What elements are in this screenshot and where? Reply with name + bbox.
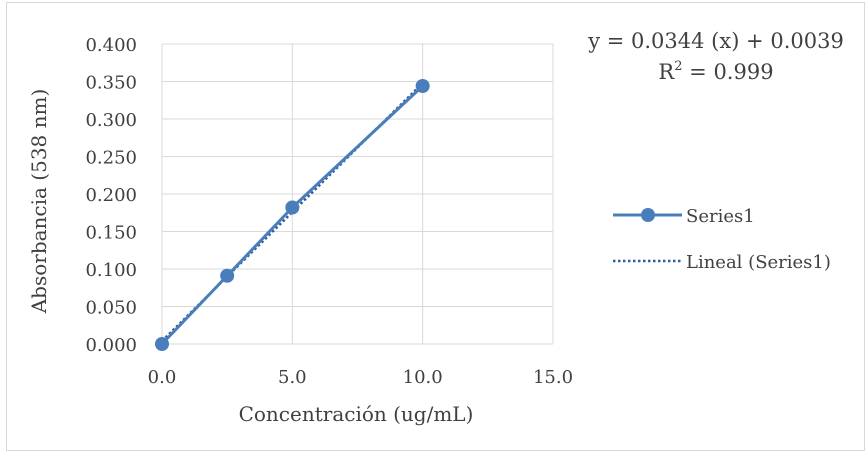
y-tick-label: 0.400 xyxy=(85,35,137,56)
legend-item-series1: Series1 xyxy=(613,206,755,227)
series-layer xyxy=(155,79,430,351)
r2-value: = 0.999 xyxy=(683,60,774,84)
trend-r-squared: R2 = 0.999 xyxy=(658,59,773,84)
legend-trendline-label: Lineal (Series1) xyxy=(686,252,831,273)
ticks-layer: 0.000 0.050 0.100 0.150 0.200 0.250 0.300 0.350… xyxy=(85,35,573,388)
series-line xyxy=(160,84,424,346)
data-point xyxy=(220,268,235,283)
x-tick-label: 10.0 xyxy=(403,367,443,388)
y-tick-label: 0.100 xyxy=(85,260,137,281)
data-point xyxy=(415,79,430,93)
y-tick-label: 0.350 xyxy=(85,73,137,94)
y-tick-label: 0.150 xyxy=(85,223,137,244)
chart-border xyxy=(6,2,865,451)
x-tick-label: 5.0 xyxy=(278,367,307,388)
y-axis-title: Absorbancia (538 nm) xyxy=(27,89,51,315)
y-tick-label: 0.000 xyxy=(85,335,137,356)
x-tick-label: 15.0 xyxy=(533,367,573,388)
legend: Series1 Lineal (Series1) xyxy=(613,206,831,273)
legend-series1-marker xyxy=(641,208,655,222)
y-tick-label: 0.250 xyxy=(85,148,137,169)
x-axis-title: Concentración (ug/mL) xyxy=(239,402,474,426)
y-tick-label: 0.200 xyxy=(85,185,137,206)
trend-equation: y = 0.0344 (x) + 0.0039 xyxy=(587,29,844,53)
legend-item-trendline: Lineal (Series1) xyxy=(613,252,831,273)
y-tick-label: 0.300 xyxy=(85,110,137,131)
legend-series1-label: Series1 xyxy=(686,206,755,227)
r2-superscript: 2 xyxy=(674,59,682,74)
data-point xyxy=(155,337,169,351)
data-point xyxy=(285,200,300,215)
r2-label: R xyxy=(658,60,675,84)
x-tick-label: 0.0 xyxy=(148,367,177,388)
grid-layer xyxy=(161,43,554,345)
y-tick-label: 0.050 xyxy=(85,298,137,319)
